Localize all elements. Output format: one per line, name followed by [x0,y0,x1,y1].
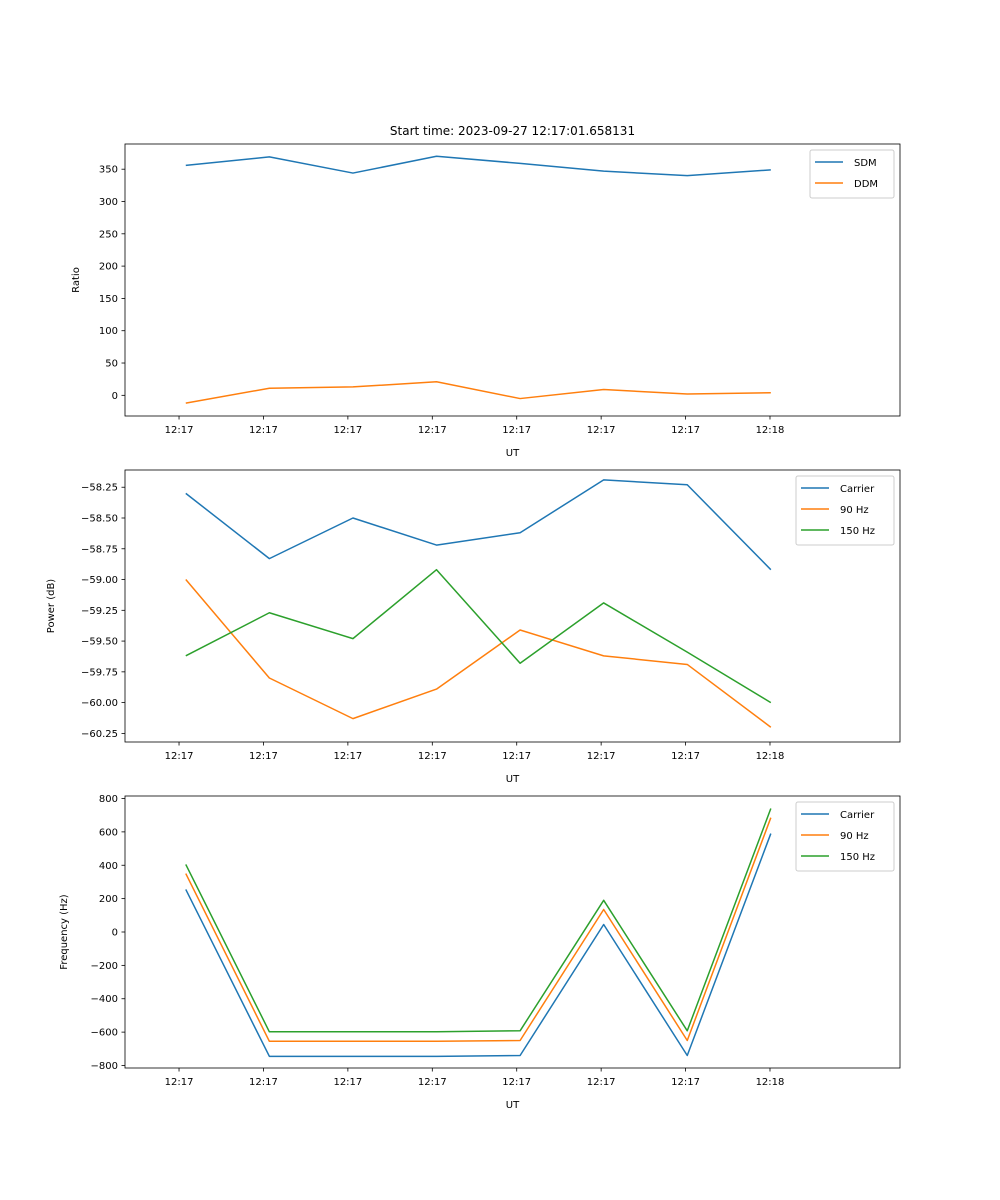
x-tick-label: 12:17 [502,1077,531,1088]
legend-label: 90 Hz [840,831,869,842]
x-tick-label: 12:17 [671,1077,700,1088]
x-tick-label: 12:17 [333,1077,362,1088]
x-tick-label: 12:17 [587,1077,616,1088]
legend-label: 150 Hz [840,852,875,863]
legend-label: Carrier [840,484,875,495]
x-axis-label: UT [506,1100,520,1111]
y-axis-label: Frequency (Hz) [59,894,70,970]
x-tick-label: 12:17 [165,425,194,436]
x-tick-label: 12:17 [333,425,362,436]
series-line-150-hz [185,568,772,704]
y-tick-label: −60.00 [81,698,118,709]
y-tick-label: −59.50 [81,637,118,648]
legend-label: 150 Hz [840,526,875,537]
x-axis-label: UT [506,774,520,785]
x-tick-label: 12:17 [671,751,700,762]
y-tick-label: −600 [91,1028,118,1039]
y-tick-label: 350 [99,165,118,176]
x-tick-label: 12:17 [671,425,700,436]
y-tick-label: −59.25 [81,606,118,617]
x-tick-label: 12:18 [756,425,785,436]
series-lines [185,479,772,728]
legend-label: SDM [854,158,877,169]
legend-frame [795,801,895,872]
x-tick-label: 12:17 [249,751,278,762]
x-tick-label: 12:17 [502,751,531,762]
x-tick-label: 12:17 [165,751,194,762]
y-tick-label: −58.50 [81,514,118,525]
axis-ticks: 12:17 12:17 12:17 12:17 12:17 12:17 12:17 12:18… [81,483,784,762]
ratio-panel: Start time: 2023-09-27 12:17:01.658131 U… [71,124,901,459]
y-tick-label: −59.75 [81,667,118,678]
y-axis-label: Ratio [71,267,82,293]
y-tick-label: 150 [99,294,118,305]
legend: SDM DDM [809,149,895,199]
x-tick-label: 12:17 [587,751,616,762]
x-tick-label: 12:17 [418,751,447,762]
legend-frame [795,475,895,546]
y-tick-label: −58.25 [81,483,118,494]
y-tick-label: 300 [99,197,118,208]
x-tick-label: 12:17 [249,1077,278,1088]
legend-label: 90 Hz [840,505,869,516]
axes-frame [124,795,901,1069]
y-tick-label: 0 [112,391,118,402]
legend-frame [809,149,895,199]
power-panel: UT Power (dB) 12:17 12:17 12:17 12:17 12:17 1… [46,469,901,785]
series-line-carrier [185,479,772,571]
x-tick-label: 12:17 [587,425,616,436]
y-tick-label: −400 [91,994,118,1005]
y-tick-label: 100 [99,326,118,337]
y-tick-label: −60.25 [81,729,118,740]
y-axis-label: Power (dB) [46,579,57,634]
y-tick-label: 400 [99,861,118,872]
axis-ticks: 12:17 12:17 12:17 12:17 12:17 12:17 12:17 12:18… [91,794,785,1088]
legend: Carrier 90 Hz 150 Hz [795,475,895,546]
series-line-90-hz [185,579,772,728]
series-lines [185,155,771,404]
series-line-carrier [185,833,772,1058]
series-line-90-hz [185,817,772,1043]
y-tick-label: −58.75 [81,544,118,555]
series-line-ddm [185,381,771,404]
x-tick-label: 12:17 [333,751,362,762]
x-tick-label: 12:17 [249,425,278,436]
y-tick-label: 50 [105,359,118,370]
frequency-panel: UT Frequency (Hz) 12:17 12:17 12:17 12:17 12… [59,794,901,1111]
chart-title: Start time: 2023-09-27 12:17:01.658131 [390,124,635,138]
x-tick-label: 12:17 [418,425,447,436]
x-axis-label: UT [506,448,520,459]
y-tick-label: 800 [99,794,118,805]
series-line-150-hz [185,808,772,1033]
axes-frame [124,143,901,417]
y-tick-label: −200 [91,961,118,972]
y-tick-label: 0 [112,928,118,939]
y-tick-label: 200 [99,894,118,905]
legend-label: DDM [854,179,878,190]
x-tick-label: 12:18 [756,751,785,762]
y-tick-label: −800 [91,1061,118,1072]
y-tick-label: 200 [99,262,118,273]
axes-frame [124,469,901,743]
x-tick-label: 12:17 [165,1077,194,1088]
x-tick-label: 12:18 [756,1077,785,1088]
y-tick-label: 600 [99,827,118,838]
y-tick-label: −59.00 [81,575,118,586]
legend: Carrier 90 Hz 150 Hz [795,801,895,872]
series-line-sdm [185,155,771,177]
x-tick-label: 12:17 [418,1077,447,1088]
series-lines [185,808,772,1058]
legend-label: Carrier [840,810,875,821]
y-tick-label: 250 [99,229,118,240]
axis-ticks: 12:17 12:17 12:17 12:17 12:17 12:17 12:17 12:18… [99,165,784,436]
x-tick-label: 12:17 [502,425,531,436]
